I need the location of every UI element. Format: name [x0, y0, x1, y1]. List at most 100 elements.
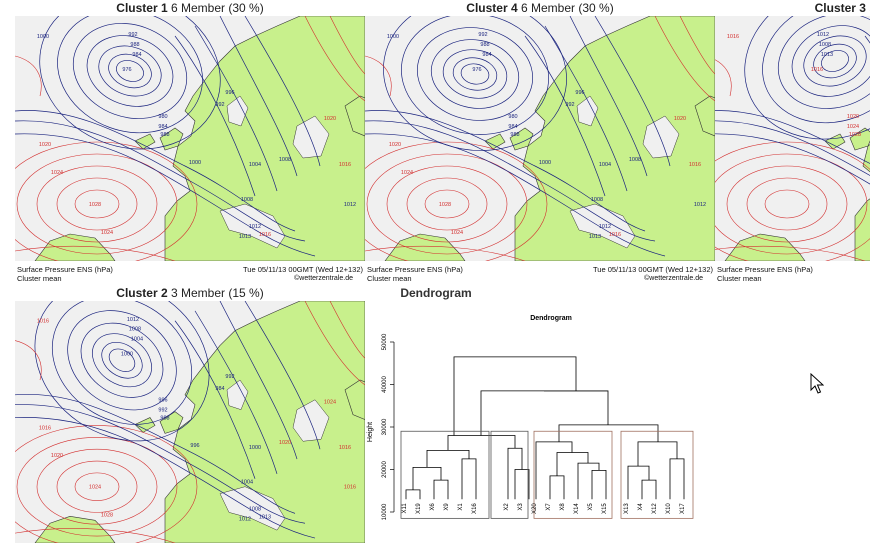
y-tick-label: 20000 [382, 460, 388, 477]
leaf-label: X16 [472, 503, 478, 514]
isobar-label: 988 [160, 132, 169, 138]
leaf-label: X9 [444, 503, 450, 511]
isobar-label: 1028 [849, 132, 861, 138]
isobar-label: 1012 [127, 317, 139, 323]
isobar-label: 1016 [339, 162, 351, 168]
isobar-label: 984 [132, 52, 141, 58]
dendrogram-chart: Dendrogram Height 10000 20000 30000 40000 50… [367, 315, 694, 520]
isobar-label: 1013 [821, 52, 833, 58]
cluster-3-title: Cluster 3 5 [814, 1, 870, 15]
isobar-label: 996 [225, 90, 234, 96]
isobar-label: 996 [190, 443, 199, 449]
cluster-2-title: Cluster 2 3 Member (15 %) [116, 286, 264, 300]
leaf-label: X20 [532, 503, 538, 514]
isobar-label: 1016 [259, 232, 271, 238]
leaf-label: X15 [602, 503, 608, 514]
cluster-box [620, 430, 694, 519]
cluster-1-title: Cluster 1 6 Member (30 %) [116, 1, 264, 15]
isobar-label: 984 [158, 124, 167, 130]
isobar-label: 988 [480, 42, 489, 48]
leaf-label: X7 [546, 503, 552, 511]
cluster-3-caption: Surface Pressure ENS (hPa) Cluster mean [717, 265, 813, 283]
leaf-label: X8 [560, 503, 566, 511]
leaf-label: X17 [680, 503, 686, 514]
isobar-label: 1012 [599, 224, 611, 230]
isobar-label: 1020 [51, 453, 63, 459]
leaf-label: X6 [430, 503, 436, 511]
isobar-label: 992 [158, 408, 167, 414]
cluster-4-title: Cluster 4 6 Member (30 %) [466, 1, 614, 15]
isobar-label: 1020 [324, 116, 336, 122]
isobar-label: 992 [128, 32, 137, 38]
isobar-label: 1016 [39, 425, 51, 431]
leaf-label: X1 [458, 503, 464, 511]
isobar-label: 1024 [847, 124, 859, 130]
isobar-label: 1000 [249, 445, 261, 451]
isobar-label: 1016 [609, 232, 621, 238]
isobar-label: 1016 [37, 319, 49, 325]
isobar-label: 1024 [101, 230, 113, 236]
cluster-box [490, 430, 529, 519]
isobar-label: 1020 [39, 142, 51, 148]
leaf-label: X14 [574, 503, 580, 514]
isobar-label: 1008 [129, 327, 141, 333]
isobar-label: 984 [508, 124, 517, 130]
isobar-label: 1020 [674, 116, 686, 122]
leaf-label: X19 [416, 503, 422, 514]
mouse-cursor-icon [810, 373, 824, 394]
cluster-box [400, 430, 490, 519]
isobar-label: 988 [160, 416, 169, 422]
leaf-label: X10 [666, 503, 672, 514]
isobar-label: 1008 [591, 197, 603, 203]
isobar-label: 992 [565, 102, 574, 108]
isobar-label: 1008 [279, 157, 291, 163]
isobar-label: 1016 [344, 485, 356, 491]
isobar-label: 996 [575, 90, 584, 96]
isobar-label: 1020 [389, 142, 401, 148]
isobar-label: 984 [215, 386, 224, 392]
isobar-label: 1013 [259, 514, 271, 520]
cluster-1-panel: Cluster 1 6 Member (30 %) 1000 992 988 984 9… [15, 0, 365, 285]
dendrogram-y-label: Height [367, 422, 374, 442]
isobar-label: 1012 [817, 32, 829, 38]
isobar-label: 1016 [689, 162, 701, 168]
isobar-label: 988 [510, 132, 519, 138]
isobar-label: 1016 [727, 34, 739, 40]
isobar-label: 1016 [339, 445, 351, 451]
cluster-1-caption: Surface Pressure ENS (hPa) Cluster mean … [17, 265, 363, 283]
isobar-label: 1004 [599, 162, 611, 168]
isobar-label: 1028 [89, 202, 101, 208]
isobar-label: 1000 [387, 34, 399, 40]
y-tick-label: 50000 [382, 333, 388, 350]
isobar-label: 1020 [279, 440, 291, 446]
isobar-label: 1013 [589, 234, 601, 240]
isobar-label: 1000 [121, 351, 133, 357]
isobar-label: 1024 [324, 400, 336, 406]
isobar-label: 992 [225, 374, 234, 380]
isobar-label: 1024 [89, 485, 101, 491]
isobar-label: 980 [508, 114, 517, 120]
isobar-label: 1016 [811, 67, 823, 73]
dendrogram-section-title: Dendrogram [400, 286, 472, 300]
isobar-label: 1008 [241, 197, 253, 203]
isobar-label: 976 [472, 67, 481, 73]
isobar-label: 984 [482, 52, 491, 58]
leaf-label: X5 [588, 503, 594, 511]
isobar-label: 1024 [451, 230, 463, 236]
leaf-label: X3 [518, 503, 524, 511]
y-tick-label: 30000 [382, 418, 388, 435]
isobar-label: 976 [122, 67, 131, 73]
leaf-label: X2 [504, 503, 510, 511]
isobar-label: 1000 [539, 160, 551, 166]
isobar-label: 1012 [239, 516, 251, 522]
isobar-label: 1028 [439, 202, 451, 208]
leaf-label: X12 [652, 503, 658, 514]
isobar-label: 1012 [344, 202, 356, 208]
isobar-label: 1028 [101, 512, 113, 518]
y-tick-label: 40000 [382, 375, 388, 392]
isobar-label: 1004 [241, 480, 253, 486]
isobar-label: 1020 [847, 114, 859, 120]
